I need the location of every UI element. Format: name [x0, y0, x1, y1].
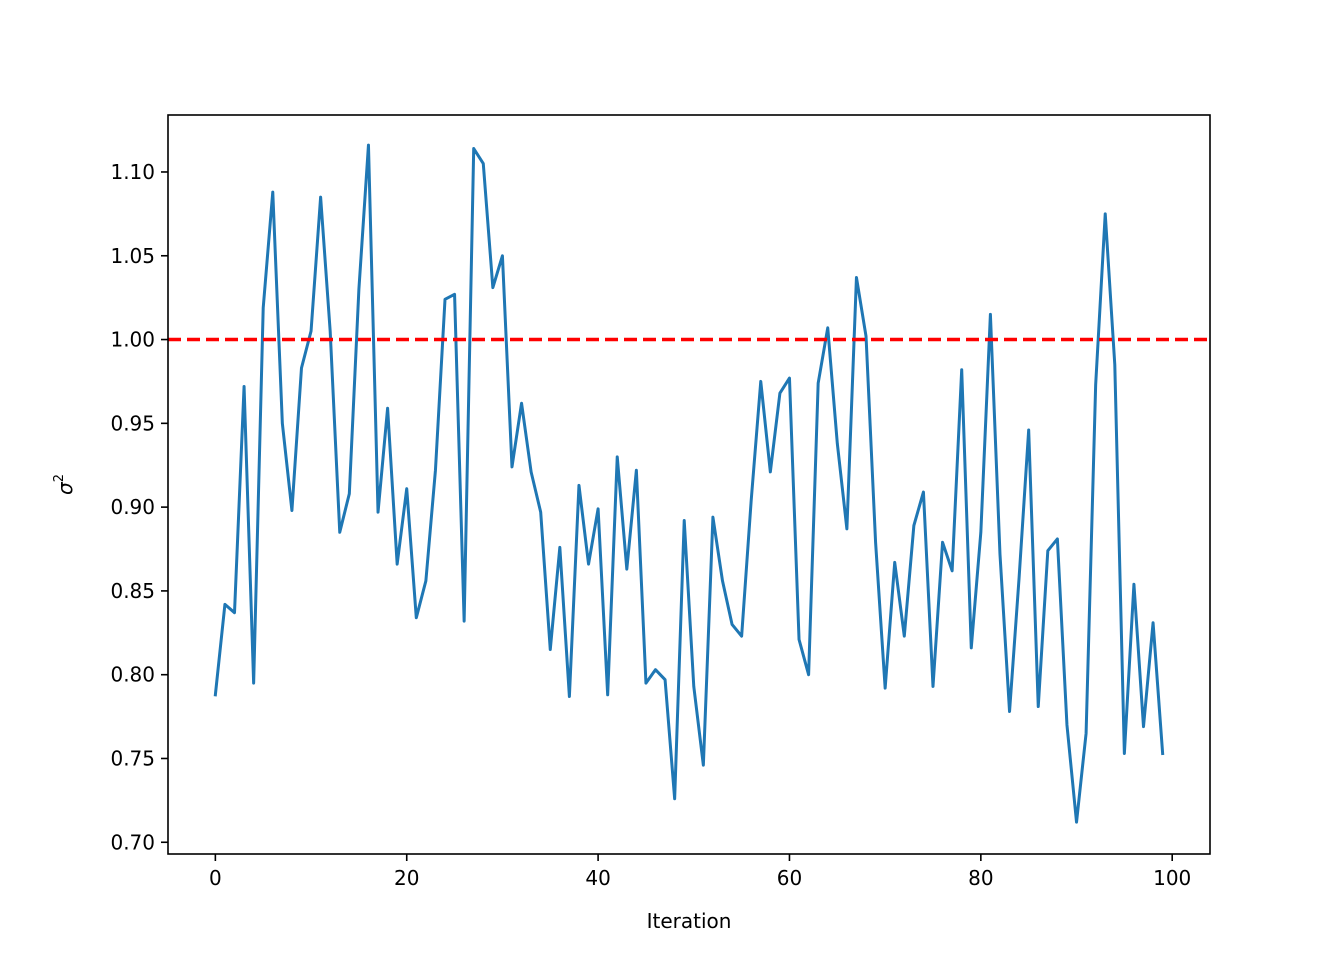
x-tick-label: 20	[394, 866, 419, 890]
y-tick-label: 1.10	[110, 160, 155, 184]
y-tick-label: 1.00	[110, 328, 155, 352]
y-tick-label: 0.95	[110, 411, 155, 435]
x-axis: 0 20 40 60 80 100	[209, 854, 1191, 890]
x-tick-label: 60	[777, 866, 802, 890]
y-axis-label: σ2	[52, 474, 77, 495]
x-axis-label: Iteration	[647, 909, 732, 933]
y-axis-label-superscript: 2	[52, 474, 67, 482]
x-tick-label: 0	[209, 866, 222, 890]
y-axis: 0.70 0.75 0.80 0.85 0.90 0.95 1.00 1.05 1.10	[110, 160, 168, 854]
x-tick-label: 80	[968, 866, 993, 890]
x-tick-label: 100	[1153, 866, 1191, 890]
series-line	[213, 143, 1165, 824]
y-tick-label: 0.85	[110, 579, 155, 603]
y-tick-label: 0.90	[110, 495, 155, 519]
y-tick-label: 0.70	[110, 830, 155, 854]
y-axis-label-symbol: σ	[53, 481, 77, 495]
y-tick-label: 1.05	[110, 244, 155, 268]
axes-frame	[167, 114, 1211, 855]
y-tick-label: 0.75	[110, 746, 155, 770]
x-tick-label: 40	[585, 866, 610, 890]
y-tick-label: 0.80	[110, 663, 155, 687]
plot-area	[168, 143, 1210, 824]
